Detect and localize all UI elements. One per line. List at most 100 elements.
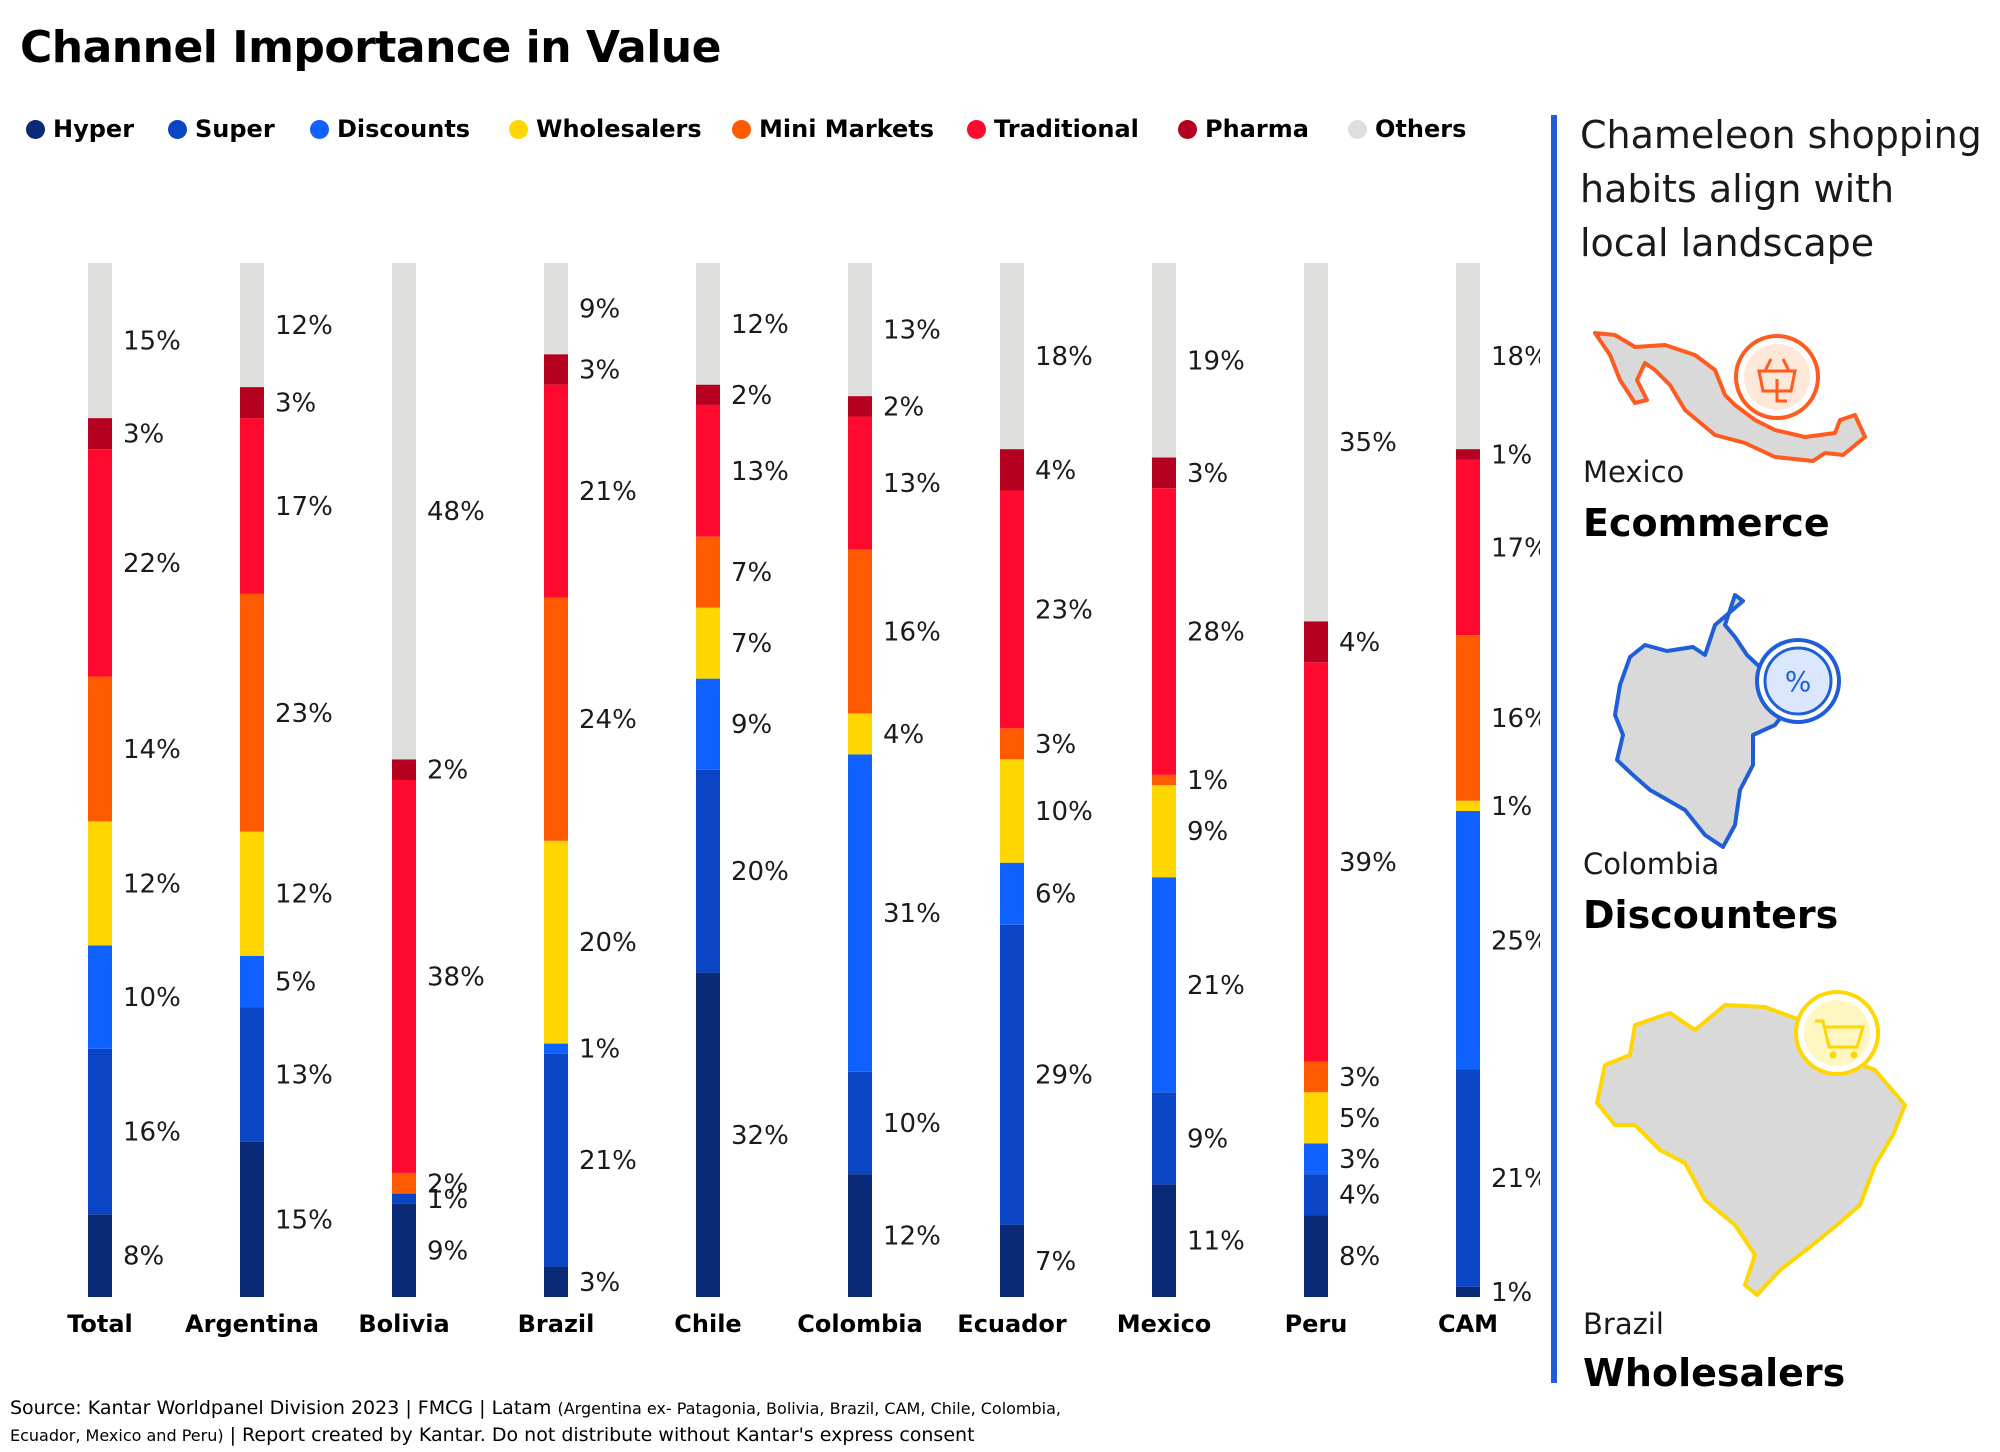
data-label: 3% <box>579 1268 620 1298</box>
data-label: 21% <box>1491 1164 1540 1194</box>
bar-segment-wholesalers <box>88 821 112 946</box>
bar-segment-pharma <box>848 396 872 417</box>
bar-segment-traditional <box>544 384 568 598</box>
legend-label: Wholesalers <box>536 115 702 143</box>
data-label: 18% <box>1491 342 1540 372</box>
data-label: 5% <box>1339 1104 1380 1134</box>
legend-item-wholesalers: Wholesalers <box>509 115 702 143</box>
bar-segment-others <box>1304 263 1328 622</box>
data-label: 3% <box>579 355 620 385</box>
data-label: 8% <box>123 1242 164 1272</box>
bar-segment-pharma <box>1304 621 1328 663</box>
legend-item-super: Super <box>168 115 275 143</box>
bar-segment-pharma <box>1152 457 1176 489</box>
data-label: 29% <box>1035 1061 1093 1091</box>
data-label: 10% <box>123 983 181 1013</box>
data-label: 16% <box>1491 704 1540 734</box>
data-label: 13% <box>731 457 789 487</box>
data-label: 5% <box>275 968 316 998</box>
legend-item-pharma: Pharma <box>1178 115 1309 143</box>
bar-segment-super <box>1456 1069 1480 1287</box>
bar-segment-wholesalers <box>1456 800 1480 812</box>
legend-item-traditional: Traditional <box>967 115 1139 143</box>
data-label: 13% <box>883 469 941 499</box>
callout-brazil: Brazil Wholesalers <box>1575 985 1995 1395</box>
bar-segment-super <box>392 1193 416 1204</box>
data-label: 20% <box>579 928 637 958</box>
data-label: 2% <box>427 1169 468 1199</box>
bar-segment-discounts <box>1304 1143 1328 1175</box>
legend-item-others: Others <box>1348 115 1466 143</box>
bar-segment-discounts <box>240 955 264 1008</box>
bar-segment-traditional <box>1456 459 1480 636</box>
data-label: 2% <box>883 392 924 422</box>
callout-channel-wholesalers: Wholesalers <box>1583 1351 1846 1395</box>
bar-segment-pharma <box>392 759 416 780</box>
bar-segment-traditional <box>392 780 416 1173</box>
chart-title: Channel Importance in Value <box>20 22 721 73</box>
data-label: 20% <box>731 857 789 887</box>
data-label: 1% <box>427 1185 468 1215</box>
bar-segment-others <box>88 263 112 419</box>
data-label: 1% <box>1187 766 1228 796</box>
legend-item-hyper: Hyper <box>26 115 134 143</box>
legend-label: Traditional <box>994 115 1139 143</box>
category-label: Bolivia <box>358 1310 449 1338</box>
bar-segment-pharma <box>696 384 720 405</box>
callout-colombia: % Colombia Discounters <box>1575 585 1995 945</box>
brazil-map-icon <box>1595 990 1907 1297</box>
legend-swatch <box>168 119 187 139</box>
data-label: 14% <box>123 735 181 765</box>
bar-segment-discounts <box>848 754 872 1072</box>
data-label: 17% <box>1491 533 1540 563</box>
category-label: CAM <box>1438 1310 1498 1338</box>
bar-segment-mini-markets <box>1304 1061 1328 1093</box>
bar-segment-discounts <box>696 678 720 770</box>
data-label: 31% <box>883 899 941 929</box>
data-label: 24% <box>579 705 637 735</box>
bar-segment-discounts <box>88 945 112 1049</box>
basket-hand-icon <box>1744 344 1810 410</box>
bar-segment-super <box>240 1007 264 1142</box>
data-label: 12% <box>275 311 333 341</box>
category-label: Peru <box>1285 1310 1348 1338</box>
bar-segment-hyper <box>696 972 720 1297</box>
bar-segment-mini-markets <box>696 536 720 608</box>
bar-segment-pharma <box>240 387 264 419</box>
bar-segment-wholesalers <box>544 840 568 1044</box>
category-label: Argentina <box>185 1310 319 1338</box>
bar-segment-wholesalers <box>1152 785 1176 878</box>
bar-segment-others <box>1152 263 1176 458</box>
legend-label: Mini Markets <box>759 115 935 143</box>
data-label: 9% <box>427 1236 468 1266</box>
data-label: 23% <box>275 699 333 729</box>
data-label: 16% <box>883 618 941 648</box>
bar-segment-hyper <box>848 1174 872 1297</box>
data-label: 3% <box>1035 730 1076 760</box>
legend-swatch <box>1348 119 1367 139</box>
bar-segment-super <box>848 1071 872 1175</box>
bar-segment-super <box>696 769 720 973</box>
bar-segment-traditional <box>848 416 872 550</box>
callout-country-colombia: Colombia <box>1583 847 1720 881</box>
legend-swatch <box>509 119 528 139</box>
legend-label: Others <box>1375 115 1467 143</box>
data-label: 21% <box>579 1146 637 1176</box>
data-label: 21% <box>1187 971 1245 1001</box>
legend-swatch <box>967 119 986 139</box>
bar-segment-pharma <box>88 418 112 450</box>
legend-label: Discounts <box>337 115 471 143</box>
mexico-map-icon <box>1593 331 1867 463</box>
bar-segment-discounts <box>544 1043 568 1054</box>
bar-segment-mini-markets <box>1152 774 1176 786</box>
bar-segment-others <box>1456 263 1480 450</box>
data-label: 39% <box>1339 848 1397 878</box>
bar-segment-wholesalers <box>696 607 720 679</box>
category-label: Brazil <box>518 1310 595 1338</box>
bar-segment-wholesalers <box>848 713 872 755</box>
data-label: 10% <box>1035 797 1093 827</box>
data-label: 38% <box>427 962 485 992</box>
data-label: 6% <box>1035 880 1076 910</box>
data-label: 16% <box>123 1118 181 1148</box>
source-main: Source: Kantar Worldpanel Division 2023 … <box>10 1397 558 1419</box>
